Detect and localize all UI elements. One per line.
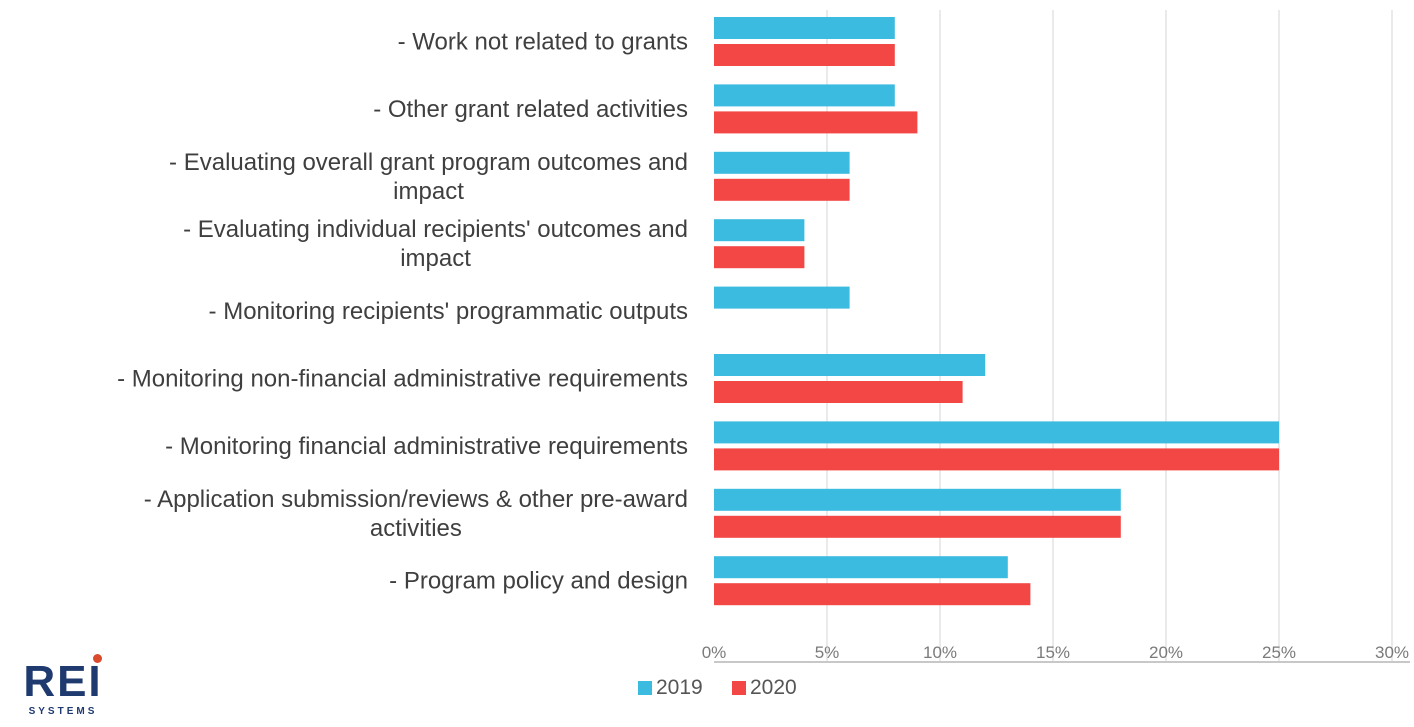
bar-2020 — [714, 44, 895, 66]
category-label: - Evaluating individual recipients' outc… — [183, 216, 688, 243]
bar-2020 — [714, 583, 1031, 606]
bar-2019 — [714, 286, 850, 309]
x-tick-label: 5% — [815, 643, 840, 662]
rei-systems-logo: REI SYSTEMS — [14, 652, 112, 722]
x-tick-label: 10% — [923, 643, 957, 662]
category-label: - Monitoring recipients' programmatic ou… — [209, 298, 688, 325]
bar-2019 — [714, 84, 895, 107]
category-label: - Program policy and design — [389, 568, 688, 595]
category-label: - Other grant related activities — [373, 96, 688, 123]
category-label: activities — [370, 515, 462, 542]
category-label: - Monitoring financial administrative re… — [165, 433, 688, 460]
x-tick-labels: 0% 5% 10% 15% 20% 25% 30% — [702, 643, 1409, 662]
bar-2019 — [714, 17, 895, 39]
category-label: - Work not related to grants — [398, 29, 688, 56]
logo-text: REI — [23, 657, 103, 706]
x-tick-label: 25% — [1262, 643, 1296, 662]
category-label: - Evaluating overall grant program outco… — [169, 149, 688, 176]
category-label: - Application submission/reviews & other… — [144, 486, 688, 513]
legend-swatch-2019 — [638, 681, 652, 695]
legend: 2019 2020 — [638, 676, 797, 699]
category-label: impact — [400, 245, 471, 272]
bar-2019 — [714, 421, 1279, 444]
bar-2019 — [714, 151, 850, 174]
x-tick-label: 0% — [702, 643, 727, 662]
category-label: - Monitoring non-financial administrativ… — [117, 366, 688, 393]
bar-2020 — [714, 448, 1279, 471]
logo-subtext: SYSTEMS — [28, 706, 98, 717]
bar-2020 — [714, 515, 1121, 538]
bar-2020 — [714, 178, 850, 201]
bar-2020 — [714, 111, 918, 134]
gridlines — [826, 10, 1393, 662]
bar-2020 — [714, 381, 963, 403]
x-tick-label: 30% — [1375, 643, 1409, 662]
legend-label-2019: 2019 — [656, 676, 703, 699]
bar-2019 — [714, 219, 805, 242]
legend-swatch-2020 — [732, 681, 746, 695]
bar-2020 — [714, 246, 805, 269]
bars — [714, 17, 1279, 606]
x-tick-label: 20% — [1149, 643, 1183, 662]
bar-2019 — [714, 488, 1121, 511]
bar-2019 — [714, 556, 1008, 579]
legend-label-2020: 2020 — [750, 676, 797, 699]
x-tick-label: 15% — [1036, 643, 1070, 662]
bar-2019 — [714, 354, 986, 376]
logo-dot-icon — [93, 654, 102, 663]
category-label: impact — [393, 178, 464, 205]
category-labels: - Work not related to grants - Other gran… — [117, 29, 688, 595]
